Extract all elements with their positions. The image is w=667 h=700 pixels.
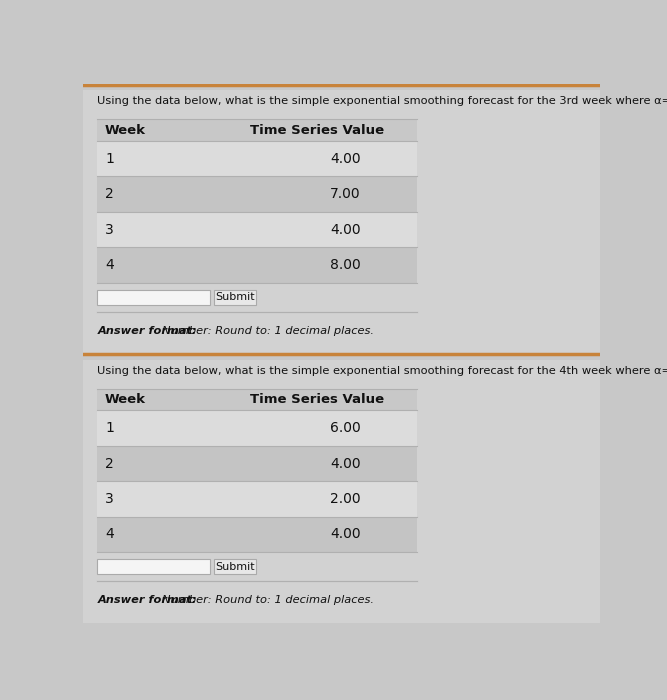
Text: 7.00: 7.00 xyxy=(330,187,361,201)
Bar xyxy=(97,290,209,305)
Bar xyxy=(97,410,417,446)
Text: 4.00: 4.00 xyxy=(330,528,361,542)
Text: 2: 2 xyxy=(105,187,114,201)
Text: Using the data below, what is the simple exponential smoothing forecast for the : Using the data below, what is the simple… xyxy=(97,366,667,376)
Text: Time Series Value: Time Series Value xyxy=(250,124,384,136)
Bar xyxy=(97,247,417,283)
Text: 4.00: 4.00 xyxy=(330,456,361,470)
Text: 2.00: 2.00 xyxy=(330,492,361,506)
Text: Week: Week xyxy=(105,124,146,136)
Text: Submit: Submit xyxy=(215,293,255,302)
Bar xyxy=(214,559,256,575)
Bar xyxy=(97,283,417,312)
Bar xyxy=(214,290,256,305)
Text: 8.00: 8.00 xyxy=(330,258,361,272)
Bar xyxy=(83,360,600,623)
Bar xyxy=(97,482,417,517)
Text: 6.00: 6.00 xyxy=(330,421,361,435)
Text: 3: 3 xyxy=(105,223,114,237)
Text: Answer format:: Answer format: xyxy=(97,326,201,336)
Text: Time Series Value: Time Series Value xyxy=(250,393,384,406)
Text: Number: Round to: 1 decimal places.: Number: Round to: 1 decimal places. xyxy=(161,326,374,336)
Text: 4: 4 xyxy=(105,258,114,272)
Text: 1: 1 xyxy=(105,152,114,166)
Bar xyxy=(97,212,417,247)
Bar xyxy=(97,141,417,176)
Bar xyxy=(97,446,417,482)
Text: Number: Round to: 1 decimal places.: Number: Round to: 1 decimal places. xyxy=(161,595,374,606)
Text: 4.00: 4.00 xyxy=(330,152,361,166)
Bar xyxy=(97,389,417,410)
Text: 2: 2 xyxy=(105,456,114,470)
Bar xyxy=(97,552,417,582)
Text: Week: Week xyxy=(105,393,146,406)
Text: Submit: Submit xyxy=(215,562,255,572)
Text: 3: 3 xyxy=(105,492,114,506)
Bar xyxy=(97,517,417,552)
Bar xyxy=(97,559,209,575)
Text: 1: 1 xyxy=(105,421,114,435)
Text: Using the data below, what is the simple exponential smoothing forecast for the : Using the data below, what is the simple… xyxy=(97,97,667,106)
Bar xyxy=(97,120,417,141)
Bar xyxy=(83,90,600,354)
Bar xyxy=(97,176,417,212)
Text: 4: 4 xyxy=(105,528,114,542)
Text: 4.00: 4.00 xyxy=(330,223,361,237)
Text: Answer format:: Answer format: xyxy=(97,595,201,606)
